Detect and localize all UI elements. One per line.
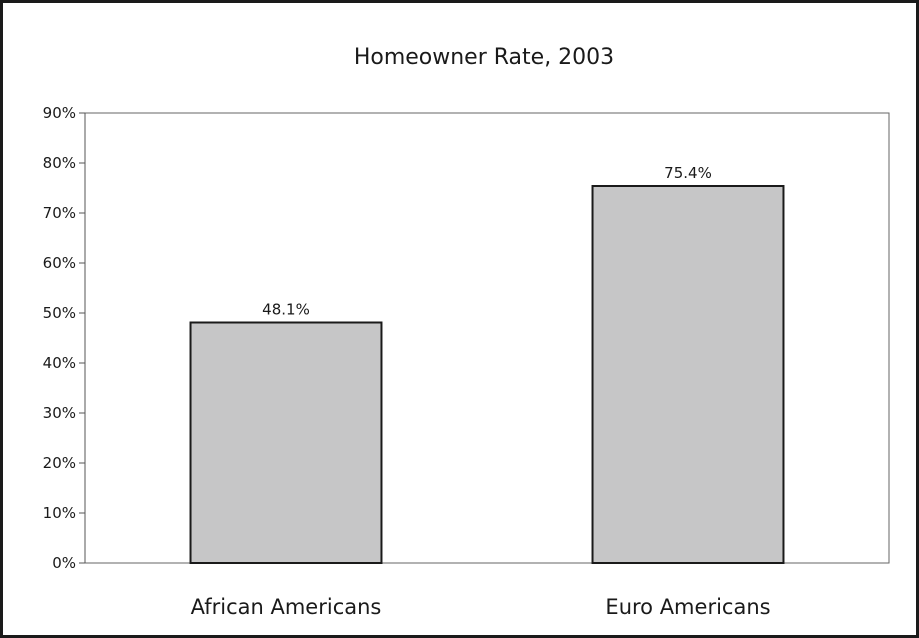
bars: 48.1% 75.4% [189,164,785,564]
y-tick-label: 90% [43,104,76,122]
y-axis: 0% 10% 20% 30% 40% 50% 60% 70% 80% 90% [43,104,86,572]
x-category-label: Euro Americans [605,595,770,619]
y-tick-label: 10% [43,504,76,522]
x-axis-labels: African Americans Euro Americans [191,595,771,619]
y-tick-label: 40% [43,354,76,372]
x-category-label: African Americans [191,595,382,619]
bar [591,185,785,564]
chart-title: Homeowner Rate, 2003 [354,45,614,70]
bar [189,321,383,564]
bar-data-label: 48.1% [262,301,310,319]
bar-data-label: 75.4% [664,164,712,182]
y-tick-label: 20% [43,454,76,472]
y-tick-label: 50% [43,304,76,322]
y-tick-label: 30% [43,404,76,422]
y-tick-label: 80% [43,154,76,172]
y-tick-label: 60% [43,254,76,272]
y-tick-label: 0% [52,554,76,572]
y-tick-label: 70% [43,204,76,222]
